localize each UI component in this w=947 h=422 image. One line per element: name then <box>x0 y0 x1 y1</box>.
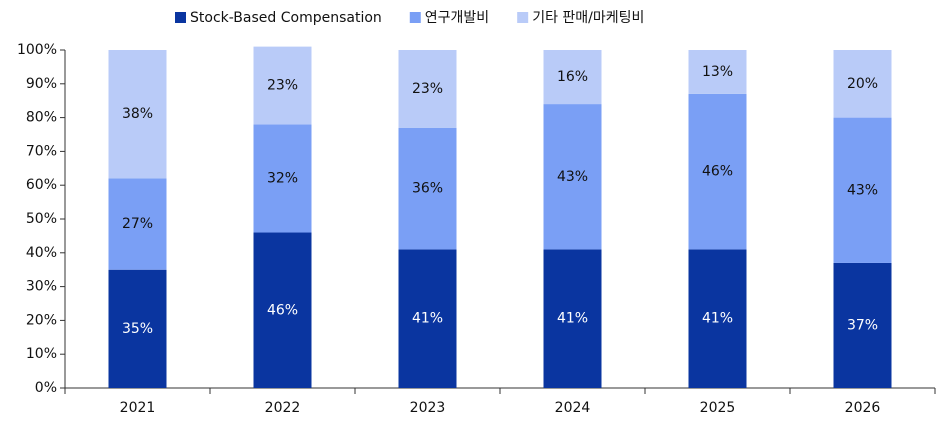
bar-segment <box>833 50 892 118</box>
value-label: 35% <box>122 321 153 337</box>
bar-segment <box>253 46 312 125</box>
bar-segment <box>398 249 457 388</box>
bar-segment <box>833 262 892 388</box>
bar-segment <box>398 50 457 128</box>
x-tick-label: 2025 <box>700 400 736 416</box>
y-tick-label: 0% <box>35 380 57 396</box>
bar-segment <box>108 50 167 179</box>
value-label: 38% <box>122 106 153 122</box>
bar-segment <box>688 249 747 388</box>
value-label: 43% <box>847 182 878 198</box>
bar-segment <box>543 50 602 105</box>
x-tick-label: 2024 <box>555 400 591 416</box>
value-label: 23% <box>412 81 443 97</box>
x-tick-label: 2023 <box>410 400 446 416</box>
y-tick-label: 90% <box>26 76 57 92</box>
y-tick-label: 10% <box>26 346 57 362</box>
bar-segment <box>108 269 167 388</box>
x-tick-label: 2026 <box>845 400 881 416</box>
value-label: 16% <box>557 69 588 85</box>
legend-swatch <box>409 12 421 23</box>
legend-label: Stock-Based Compensation <box>190 10 382 26</box>
bar-segment <box>108 178 167 270</box>
value-label: 46% <box>702 164 733 180</box>
legend-label: 연구개발비 <box>425 10 489 26</box>
bar-segment <box>688 50 747 94</box>
y-tick-label: 40% <box>26 245 57 261</box>
value-label: 27% <box>122 216 153 232</box>
value-label: 41% <box>702 311 733 327</box>
value-label: 46% <box>267 302 298 318</box>
value-label: 20% <box>847 76 878 92</box>
legend-swatch <box>517 12 529 23</box>
bar-segment <box>253 124 312 233</box>
value-label: 37% <box>847 317 878 333</box>
y-tick-label: 50% <box>26 211 57 227</box>
legend-label: 기타 판매/마케팅비 <box>532 10 644 26</box>
value-label: 36% <box>412 181 443 197</box>
value-label: 41% <box>557 311 588 327</box>
y-tick-label: 70% <box>26 143 57 159</box>
bar-segment <box>253 232 312 388</box>
value-label: 32% <box>267 170 298 186</box>
bar-segment <box>833 117 892 263</box>
bar-segment <box>688 93 747 250</box>
y-tick-label: 80% <box>26 110 57 126</box>
x-tick-label: 2021 <box>120 400 156 416</box>
y-tick-label: 20% <box>26 312 57 328</box>
y-tick-label: 60% <box>26 177 57 193</box>
bar-segment <box>543 249 602 388</box>
value-label: 41% <box>412 311 443 327</box>
bar-segment <box>398 127 457 250</box>
legend-swatch <box>175 12 186 23</box>
y-tick-label: 30% <box>26 279 57 295</box>
x-tick-label: 2022 <box>265 400 301 416</box>
value-label: 23% <box>267 77 298 93</box>
value-label: 13% <box>702 64 733 80</box>
y-tick-label: 100% <box>17 42 57 58</box>
bar-segment <box>543 104 602 250</box>
value-label: 43% <box>557 169 588 185</box>
